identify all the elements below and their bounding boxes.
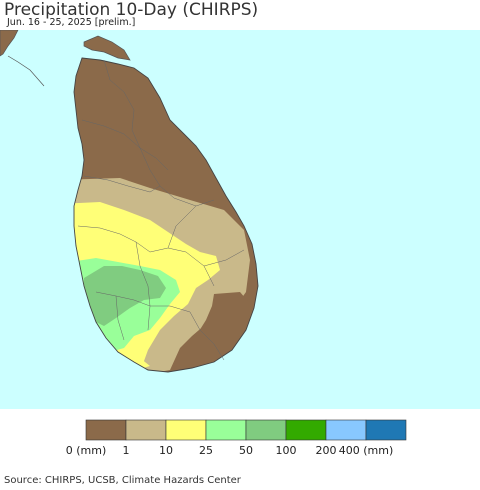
legend-swatch-50-100: [245, 419, 287, 441]
legend-tick-label: 50: [239, 444, 253, 457]
india-landmass: [0, 30, 19, 57]
southeast-dry-patch: [196, 292, 252, 352]
legend-swatch-0-1: [85, 419, 127, 441]
legend-swatch-25-50: [205, 419, 247, 441]
legend-swatch-400+: [365, 419, 407, 441]
legend-swatch-10-25: [165, 419, 207, 441]
legend: 0 (mm) 1 10 25 50 100 200 400 (mm): [0, 418, 480, 462]
rain-fields: [74, 58, 258, 372]
india-coast: [7, 55, 45, 87]
legend-tick-label: 1: [122, 444, 130, 457]
map-title: Precipitation 10-Day (CHIRPS): [4, 0, 259, 20]
sri-lanka-outline: [73, 57, 259, 373]
jaffna-peninsula: [83, 35, 131, 61]
legend-swatch-200-400: [325, 419, 367, 441]
legend-tick-label: 10: [159, 444, 173, 457]
map-subtitle: Jun. 16 - 25, 2025 [prelim.]: [7, 17, 136, 28]
legend-swatch-1-10: [125, 419, 167, 441]
legend-tick-label: 25: [199, 444, 213, 457]
precipitation-map: [0, 30, 480, 409]
legend-tick-label: 400 (mm): [338, 444, 394, 457]
zone-50-100mm: [84, 266, 166, 326]
legend-colorbar: [85, 419, 407, 441]
legend-tick-label: 100: [275, 444, 297, 457]
source-credit: Source: CHIRPS, UCSB, Climate Hazards Ce…: [4, 475, 241, 486]
legend-tick-label: 200: [315, 444, 337, 457]
legend-swatch-100-200: [285, 419, 327, 441]
legend-tick-label: 0 (mm): [65, 444, 107, 457]
district-borders: [77, 59, 245, 361]
